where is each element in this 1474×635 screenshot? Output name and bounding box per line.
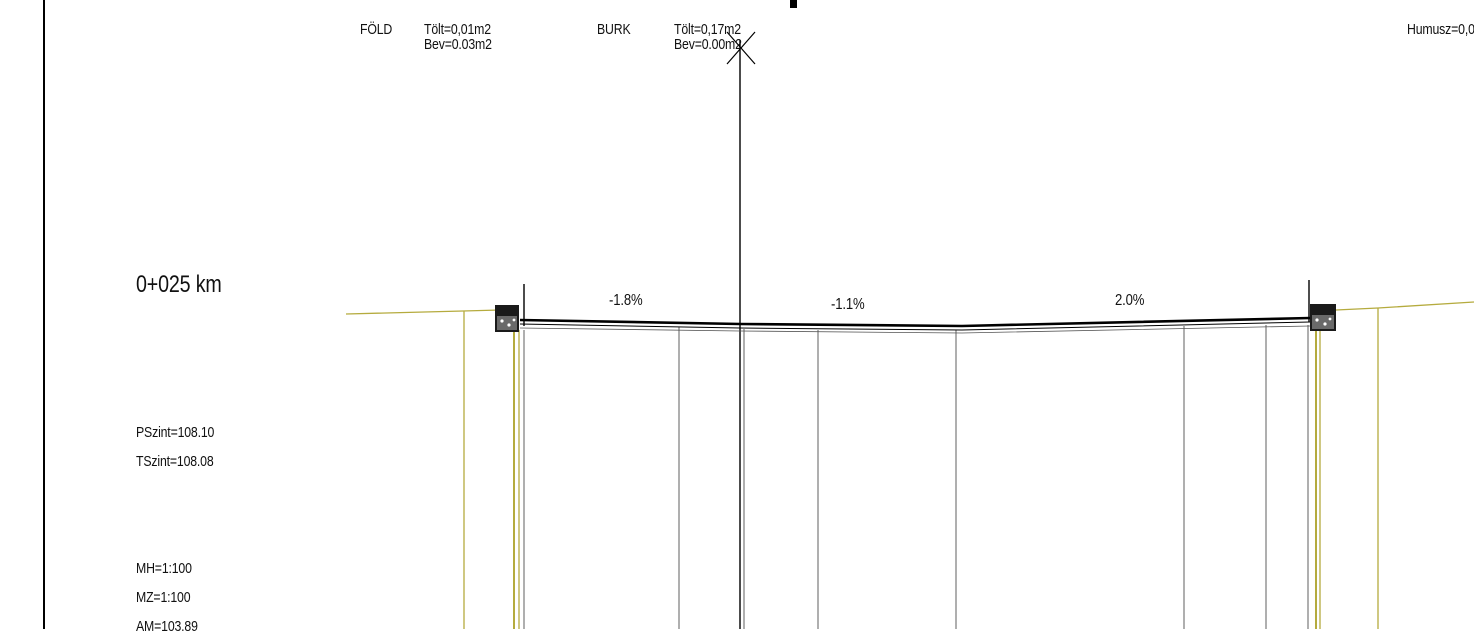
slope-label: 2.0% (1115, 292, 1145, 309)
terrain-right (1335, 301, 1474, 311)
fold-label: FÖLD (360, 21, 393, 38)
terrain-level: TSzint=108.08 (136, 453, 214, 470)
curb-right (1310, 304, 1336, 331)
slope-label: -1.1% (831, 296, 865, 313)
terrain-lines (345, 301, 1474, 629)
terrain-left (345, 309, 501, 315)
burk-cut-area: Bev=0.00m2 (674, 36, 742, 53)
fold-fill-area: Tölt=0,01m2 (424, 21, 491, 38)
title-fragment (790, 0, 797, 8)
datum-level: AM=103.89 (136, 618, 198, 635)
burk-fill-area: Tölt=0,17m2 (674, 21, 741, 38)
road-surface (519, 316, 1311, 334)
horizontal-scale: MH=1:100 (136, 560, 192, 577)
vertical-scale: MZ=1:100 (136, 589, 191, 606)
profile-verticals (523, 325, 1309, 629)
axis-marker (726, 31, 756, 65)
design-level: PSzint=108.10 (136, 424, 215, 441)
slope-label: -1.8% (609, 292, 643, 309)
fold-cut-area: Bev=0.03m2 (424, 36, 492, 53)
humus-area: Humusz=0,0 (1407, 21, 1474, 38)
station-label: 0+025 km (136, 271, 222, 298)
curb-left (495, 305, 519, 332)
burk-label: BURK (597, 21, 631, 38)
